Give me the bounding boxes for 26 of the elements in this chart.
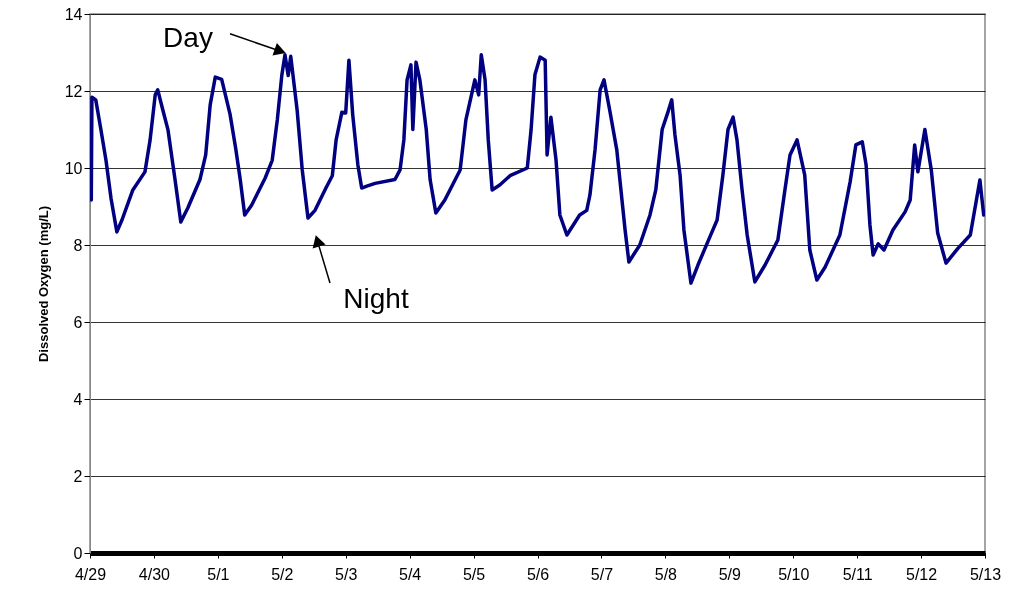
x-tick-label: 5/13	[969, 565, 1002, 583]
x-tick-label: 5/2	[271, 565, 294, 583]
y-axis-title: Dissolved Oxygen (mg/L)	[35, 205, 51, 363]
x-tick-label: 5/1	[207, 565, 230, 583]
x-tick-label: 5/6	[526, 565, 550, 583]
x-tick-label: 5/9	[718, 565, 741, 583]
y-tick-label: 2	[73, 467, 83, 485]
x-tick-label: 4/30	[138, 565, 171, 583]
annotation: Day	[163, 21, 213, 53]
y-tick-label: 6	[73, 313, 83, 331]
annotation: Night	[343, 283, 409, 315]
y-tick-label: 8	[73, 236, 83, 254]
y-tick-label: 12	[64, 82, 83, 100]
x-tick-label: 4/29	[74, 565, 107, 583]
x-tick-label: 5/5	[462, 565, 486, 583]
y-tick-label: 14	[64, 5, 83, 23]
y-tick-label: 0	[73, 544, 83, 562]
y-tick-label: 4	[73, 390, 83, 408]
x-tick-label: 5/11	[842, 565, 873, 583]
x-tick-label: 5/12	[906, 565, 938, 583]
x-tick-label: 5/3	[335, 565, 358, 583]
y-tick-label: 10	[64, 159, 83, 177]
x-tick-label: 5/10	[778, 565, 810, 583]
x-tick-label: 5/7	[590, 565, 614, 583]
x-tick-label: 5/8	[654, 565, 678, 583]
x-tick-label: 5/4	[399, 565, 422, 583]
